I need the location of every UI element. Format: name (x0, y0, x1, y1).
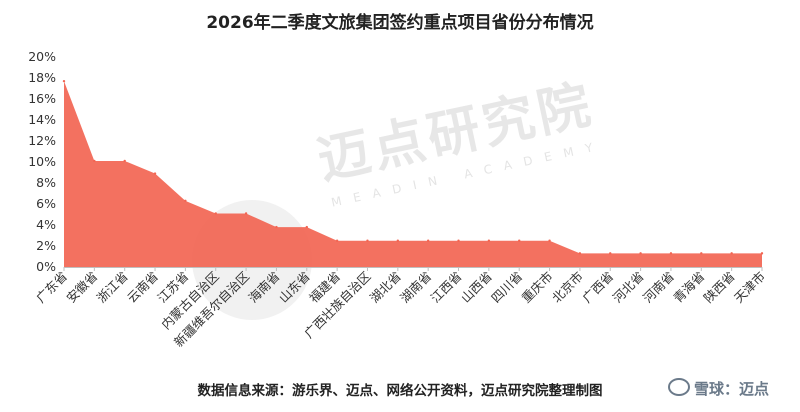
y-tick-label: 16% (28, 91, 56, 106)
data-point (214, 212, 217, 215)
data-point (669, 252, 673, 255)
y-tick-label: 0% (36, 259, 56, 274)
y-tick-label: 20% (28, 49, 56, 64)
source-note: 数据信息来源：游乐界、迈点、网络公开资料，迈点研究院整理制图 (197, 383, 603, 399)
x-tick-label: 重庆市 (519, 269, 556, 306)
x-tick-label: 安徽省 (63, 269, 100, 306)
data-point (366, 239, 369, 242)
data-point (396, 239, 400, 242)
x-tick-label: 海南省 (245, 269, 282, 306)
snowball-icon (668, 378, 690, 396)
data-point (426, 239, 430, 242)
data-point (730, 252, 733, 255)
y-tick-label: 14% (28, 112, 56, 127)
x-tick-label: 湖北省 (367, 269, 404, 306)
platform-mark: 雪球：迈点 (668, 378, 769, 399)
platform-name: 雪球：迈点 (694, 380, 770, 398)
x-tick-label: 广东省 (33, 269, 70, 306)
y-tick-label: 6% (36, 196, 56, 211)
data-point (305, 225, 308, 229)
x-tick-label: 天津市 (731, 269, 768, 306)
area-series (64, 81, 762, 268)
x-tick-label: 北京市 (549, 269, 586, 306)
data-point (760, 252, 764, 255)
y-tick-label: 2% (36, 238, 56, 253)
y-tick-label: 18% (28, 70, 56, 85)
data-point (457, 239, 460, 242)
data-point (518, 239, 521, 242)
x-tick-label: 云南省 (124, 269, 161, 306)
data-point (700, 252, 703, 255)
x-tick-label: 广西省 (579, 269, 616, 306)
x-tick-label: 四川省 (488, 269, 525, 306)
data-point (487, 239, 491, 242)
x-tick-label: 江西省 (428, 269, 465, 306)
x-tick-label: 河北省 (610, 269, 647, 306)
y-tick-label: 10% (28, 154, 56, 169)
y-tick-label: 12% (28, 133, 56, 148)
data-point (578, 252, 582, 255)
chart-title: 2026年二季度文旅集团签约重点项目省份分布情况 (206, 13, 594, 33)
data-point (93, 159, 96, 163)
x-tick-label: 湖南省 (397, 269, 434, 306)
data-point (639, 252, 642, 255)
data-point (244, 212, 248, 215)
x-tick-label: 陕西省 (701, 269, 738, 306)
x-tick-label: 河南省 (640, 269, 677, 306)
data-point (275, 225, 278, 229)
data-point (153, 172, 157, 175)
y-tick-label: 8% (36, 175, 56, 190)
y-tick-label: 4% (36, 217, 56, 232)
x-tick-label: 青海省 (670, 269, 707, 306)
x-tick-label: 浙江省 (94, 269, 131, 306)
x-tick-label: 山西省 (458, 269, 495, 306)
data-point (335, 239, 339, 242)
data-point (548, 239, 551, 242)
data-point (123, 159, 126, 163)
data-point (62, 79, 66, 83)
x-tick-label: 山东省 (276, 269, 313, 306)
data-point (609, 252, 612, 255)
data-point (184, 199, 187, 203)
